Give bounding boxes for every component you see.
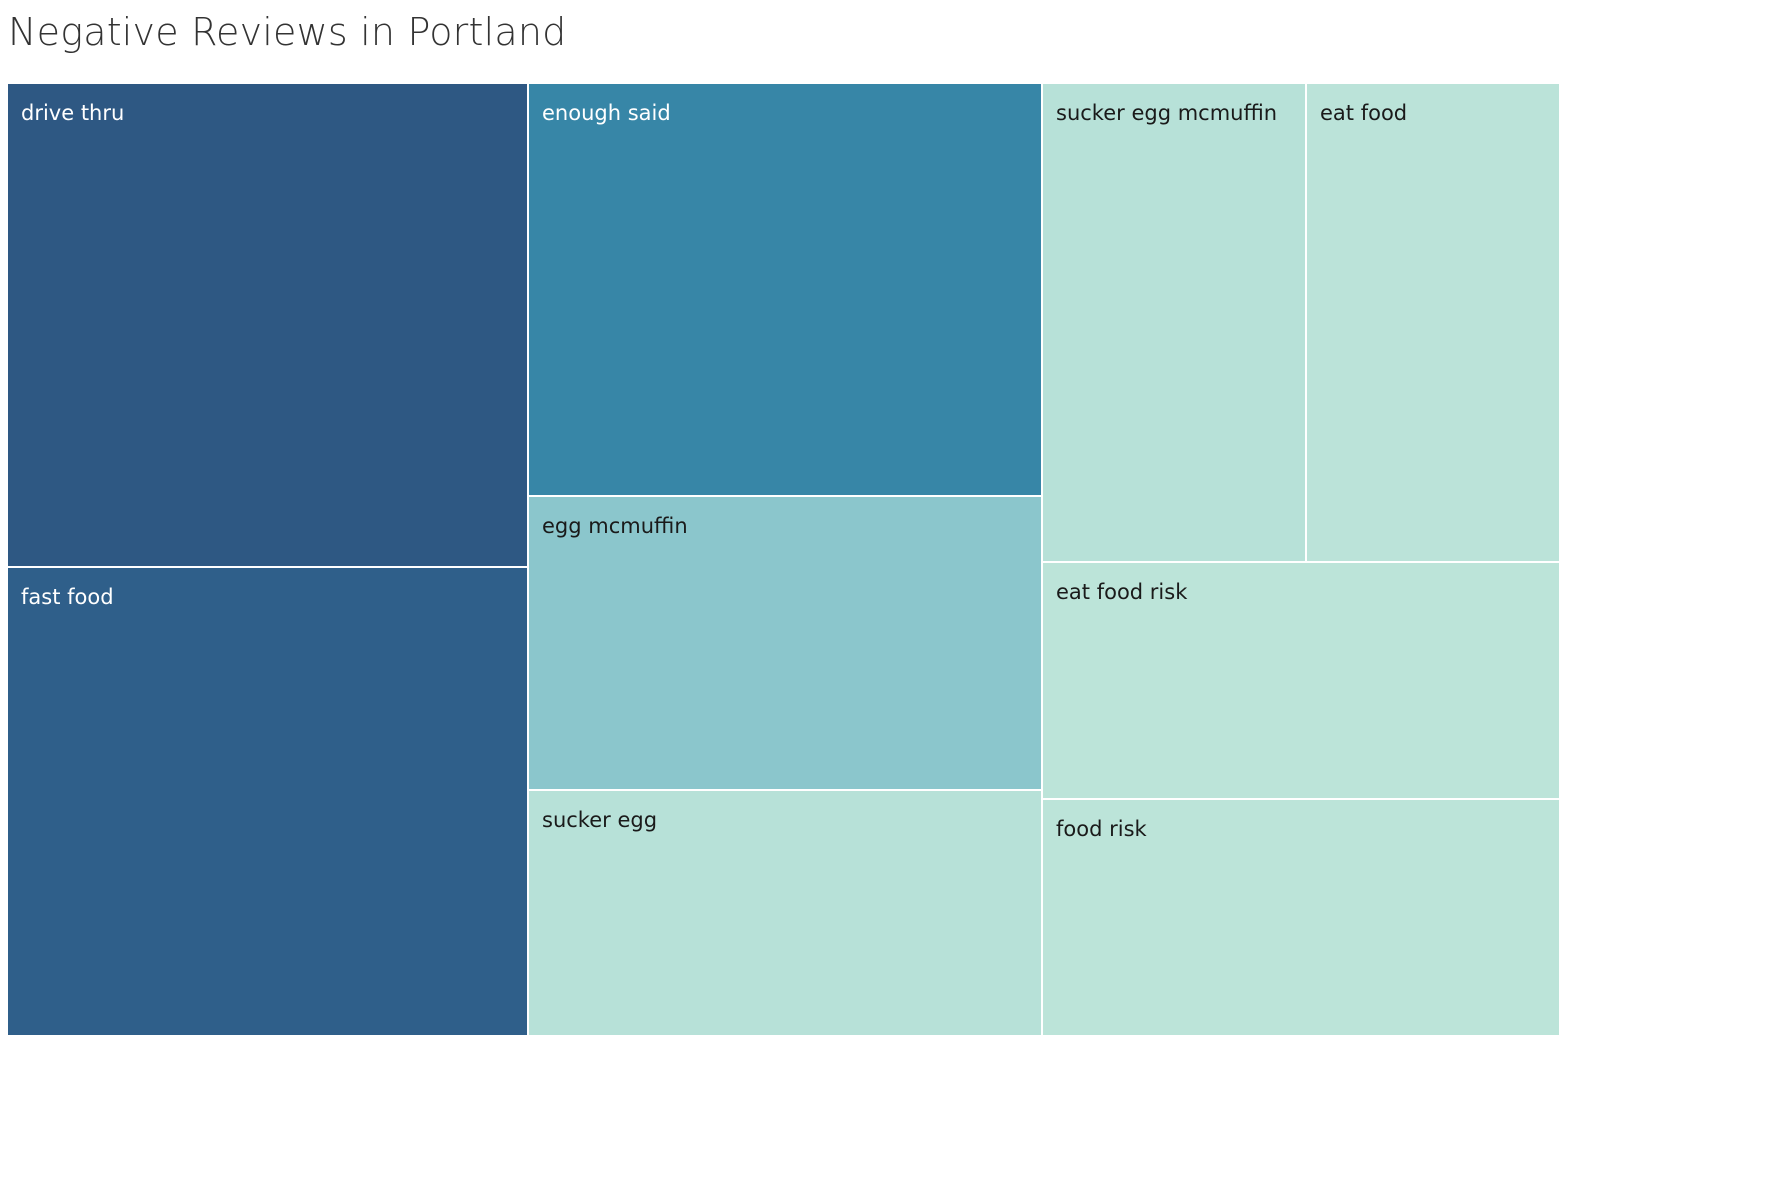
treemap-tile-label: eat food risk xyxy=(1056,580,1188,604)
treemap-chart: drive thru fast food enough said egg mcmuff… xyxy=(8,84,1561,1037)
treemap-tile-egg-mcmuffin[interactable]: egg mcmuffin xyxy=(529,497,1043,791)
treemap-tile-drive-thru[interactable]: drive thru xyxy=(8,84,529,568)
treemap-tile-label: sucker egg mcmuffin xyxy=(1056,101,1278,125)
treemap-tile-sucker-egg-mcmuffin[interactable]: sucker egg mcmuffin xyxy=(1043,84,1307,563)
treemap-tile-label: fast food xyxy=(21,585,114,609)
treemap-tile-fast-food[interactable]: fast food xyxy=(8,568,529,1037)
treemap-tile-label: sucker egg xyxy=(542,808,658,832)
treemap-tile-label: enough said xyxy=(542,101,671,125)
treemap-tile-food-risk[interactable]: food risk xyxy=(1043,800,1561,1037)
treemap-tile-eat-food-risk[interactable]: eat food risk xyxy=(1043,563,1561,800)
chart-title: Negative Reviews in Portland xyxy=(8,10,567,54)
treemap-tile-label: egg mcmuffin xyxy=(542,514,688,538)
treemap-tile-label: drive thru xyxy=(21,101,125,125)
treemap-tile-label: eat food xyxy=(1320,101,1408,125)
treemap-tile-enough-said[interactable]: enough said xyxy=(529,84,1043,497)
treemap-tile-sucker-egg[interactable]: sucker egg xyxy=(529,791,1043,1037)
treemap-tile-label: food risk xyxy=(1056,817,1147,841)
treemap-tile-eat-food[interactable]: eat food xyxy=(1307,84,1561,563)
